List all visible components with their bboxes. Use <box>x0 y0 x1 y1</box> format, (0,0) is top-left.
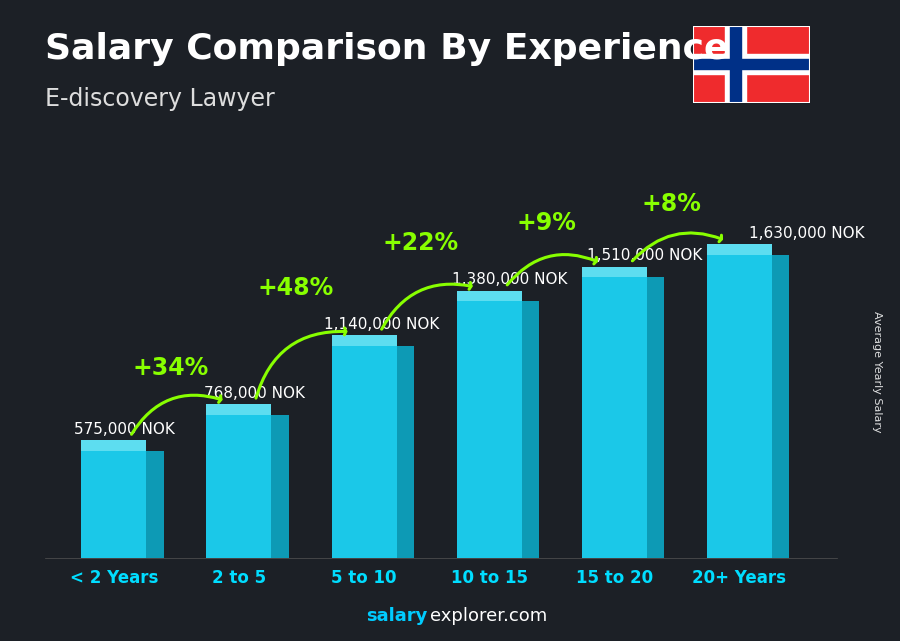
Polygon shape <box>331 335 397 345</box>
Text: 768,000 NOK: 768,000 NOK <box>204 386 305 401</box>
FancyBboxPatch shape <box>581 277 647 558</box>
Polygon shape <box>397 345 414 558</box>
Text: +48%: +48% <box>257 276 334 300</box>
Text: 1,510,000 NOK: 1,510,000 NOK <box>587 248 702 263</box>
Polygon shape <box>206 404 272 415</box>
Text: Salary Comparison By Experience: Salary Comparison By Experience <box>45 32 728 66</box>
Polygon shape <box>147 451 164 558</box>
Bar <box>724 26 746 103</box>
Text: 1,380,000 NOK: 1,380,000 NOK <box>452 272 567 287</box>
Polygon shape <box>456 291 522 301</box>
Polygon shape <box>81 440 147 451</box>
Polygon shape <box>522 301 539 558</box>
Text: 1,630,000 NOK: 1,630,000 NOK <box>750 226 865 240</box>
Bar <box>730 26 741 103</box>
Text: +34%: +34% <box>132 356 209 380</box>
Text: 1,140,000 NOK: 1,140,000 NOK <box>324 317 439 331</box>
Text: +22%: +22% <box>382 231 459 255</box>
Polygon shape <box>706 244 772 254</box>
Polygon shape <box>772 254 789 558</box>
Polygon shape <box>647 277 664 558</box>
Text: salary: salary <box>366 607 427 625</box>
FancyBboxPatch shape <box>331 345 397 558</box>
FancyBboxPatch shape <box>706 254 772 558</box>
Text: 575,000 NOK: 575,000 NOK <box>74 422 175 437</box>
Text: +9%: +9% <box>517 211 576 235</box>
Text: Average Yearly Salary: Average Yearly Salary <box>872 311 883 433</box>
FancyBboxPatch shape <box>206 415 272 558</box>
FancyBboxPatch shape <box>81 451 147 558</box>
Polygon shape <box>581 267 647 277</box>
Text: +8%: +8% <box>642 192 701 217</box>
Text: explorer.com: explorer.com <box>430 607 547 625</box>
Bar <box>693 60 810 69</box>
FancyBboxPatch shape <box>456 301 522 558</box>
Polygon shape <box>272 415 289 558</box>
Text: E-discovery Lawyer: E-discovery Lawyer <box>45 87 274 110</box>
Bar <box>693 54 810 74</box>
